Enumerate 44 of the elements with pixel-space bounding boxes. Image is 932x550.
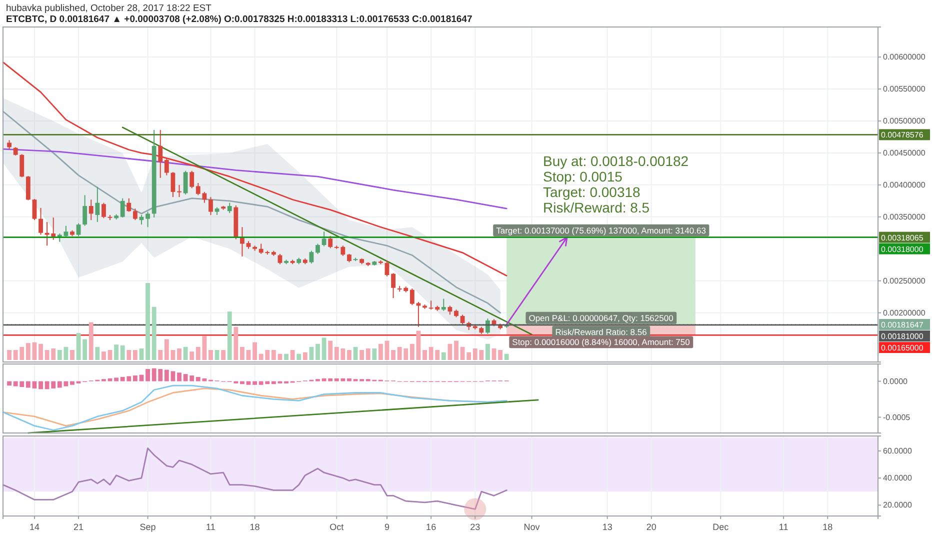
annotation: Risk/Reward Ratio: 8.56 <box>555 326 648 337</box>
x-tick-label: 21 <box>74 522 84 532</box>
y-tick-label: 0.00500000 <box>883 116 926 126</box>
x-tick-label: 18 <box>250 522 260 532</box>
x-tick-label: 11 <box>206 522 216 532</box>
annotation: Open P&L: 0.00000647, Qty: 1562500 <box>528 312 674 323</box>
x-tick-label: 18 <box>822 522 833 532</box>
x-tick-label: Nov <box>524 522 540 532</box>
x-tick-label: Dec <box>712 522 730 532</box>
y-tick-label: 0.0000 <box>883 376 908 386</box>
x-tick-label: 16 <box>426 522 436 532</box>
x-tick-label: 9 <box>384 522 390 532</box>
x-tick-label: 13 <box>602 522 612 532</box>
y-tick-label: 0.00550000 <box>883 84 926 94</box>
x-tick-label: 20 <box>646 522 656 532</box>
y-tick-label: 0.00250000 <box>883 276 926 286</box>
chart-title: hubavka published, October 28, 2017 18:22 EST <box>6 3 212 14</box>
annotation: Target: 0.00137000 (75.69%) 137000, Amount: 3140.63 <box>496 225 706 236</box>
y-tick-label: 0.00600000 <box>883 52 926 62</box>
ref-line-label: 0.00165000 <box>881 344 924 353</box>
ref-line-label: 0.00478576 <box>881 130 924 140</box>
annotation: Stop: 0.00016000 (8.84%) 16000, Amount: 750 <box>512 337 690 348</box>
ref-line-label: 0.00318000 <box>881 244 924 254</box>
y-tick-label: 20.0000 <box>883 500 912 510</box>
annotation: Buy at: 0.0018-0.00182 <box>543 153 689 169</box>
y-tick-label: 40.0000 <box>883 474 912 483</box>
x-tick-label: 11 <box>778 522 788 532</box>
annotation: Stop: 0.0015 <box>543 168 623 184</box>
x-tick-label: 23 <box>470 522 480 532</box>
chart-subtitle: ETCBTC, D 0.00181647 ▲ +0.00003708 (+2.08%) O:0.00178325 H:0.00183313 L:0.00176533 C:0.00181647 <box>6 14 472 25</box>
ref-line-label: 0.00181000 <box>881 332 924 342</box>
annotation: Risk/Reward: 8.5 <box>543 200 650 216</box>
y-tick-label: 0.00450000 <box>883 148 926 158</box>
y-tick-label: 0.00400000 <box>883 180 926 190</box>
y-tick-label: 0.00200000 <box>883 308 926 318</box>
x-tick-label: 14 <box>29 522 40 532</box>
y-tick-label: 60.0000 <box>883 446 912 456</box>
y-tick-label: -0.0005 <box>883 412 911 422</box>
ref-line-label: 0.00181647 <box>881 320 924 330</box>
y-tick-label: 0.00350000 <box>883 212 926 222</box>
annotation: Target: 0.00318 <box>543 184 641 200</box>
x-tick-label: Sep <box>140 522 156 532</box>
x-tick-label: Oct <box>330 522 344 532</box>
ref-line-label: 0.00318065 <box>881 233 924 242</box>
